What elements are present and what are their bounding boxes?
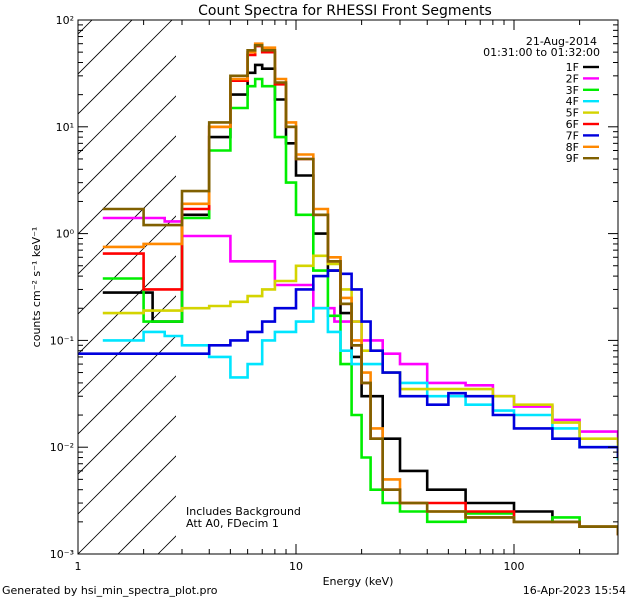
annotation-attenuator-note: Att A0, FDecim 1 xyxy=(186,517,279,530)
legend-label-8F: 8F xyxy=(566,141,579,154)
annotation-background-note: Includes Background xyxy=(186,505,301,518)
y-tick-label: 10⁰ xyxy=(56,228,75,241)
hatch-line xyxy=(78,215,176,315)
x-tick-label: 10 xyxy=(289,560,303,573)
annotation-date: 21-Aug-2014 xyxy=(526,35,597,48)
chart-title: Count Spectra for RHESSI Front Segments xyxy=(198,3,492,19)
hatch-line xyxy=(78,375,176,475)
series-line-7F xyxy=(78,269,618,458)
hatch-line xyxy=(238,0,640,554)
hatch-line xyxy=(78,20,133,75)
legend-label-6F: 6F xyxy=(566,118,579,131)
hatch-line xyxy=(78,415,176,515)
hatch-line xyxy=(0,0,118,554)
hatch-line xyxy=(78,95,176,195)
y-tick-label: 10⁻² xyxy=(50,441,74,454)
y-tick-label: 10² xyxy=(56,14,74,27)
hatch-line xyxy=(78,175,176,275)
y-axis-label: counts cm⁻² s⁻¹ keV⁻¹ xyxy=(30,227,43,348)
legend-label-2F: 2F xyxy=(566,72,579,85)
legend-label-1F: 1F xyxy=(566,61,579,74)
legend-label-3F: 3F xyxy=(566,84,579,97)
legend-label-9F: 9F xyxy=(566,152,579,165)
x-tick-label: 100 xyxy=(503,560,524,573)
y-tick-label: 10⁻³ xyxy=(50,548,74,561)
y-tick-label: 10¹ xyxy=(56,121,74,134)
series-line-2F xyxy=(102,216,618,443)
y-tick-label: 10⁻¹ xyxy=(50,334,74,347)
hatch-line xyxy=(78,135,176,235)
legend-label-4F: 4F xyxy=(566,95,579,108)
annotation-time-range: 01:31:00 to 01:32:00 xyxy=(483,46,600,59)
series-line-9F xyxy=(102,44,618,536)
legend-label-7F: 7F xyxy=(566,129,579,142)
hatch-line xyxy=(78,20,173,115)
footer-timestamp: 16-Apr-2023 15:54 xyxy=(523,584,626,597)
legend-label-5F: 5F xyxy=(566,107,579,120)
series-line-1F xyxy=(102,63,618,536)
plot-frame xyxy=(77,19,619,555)
footer-generator: Generated by hsi_min_spectra_plot.pro xyxy=(2,584,218,597)
series-layer xyxy=(78,42,618,536)
axis-ticks: 1 10 100 10⁻³ 10⁻² 10⁻¹ 10⁰ 10¹ 10² xyxy=(50,14,618,573)
hatch-line xyxy=(117,495,176,554)
hatch-line xyxy=(78,455,176,554)
x-tick-label: 1 xyxy=(75,560,82,573)
x-axis-label: Energy (keV) xyxy=(323,575,394,588)
